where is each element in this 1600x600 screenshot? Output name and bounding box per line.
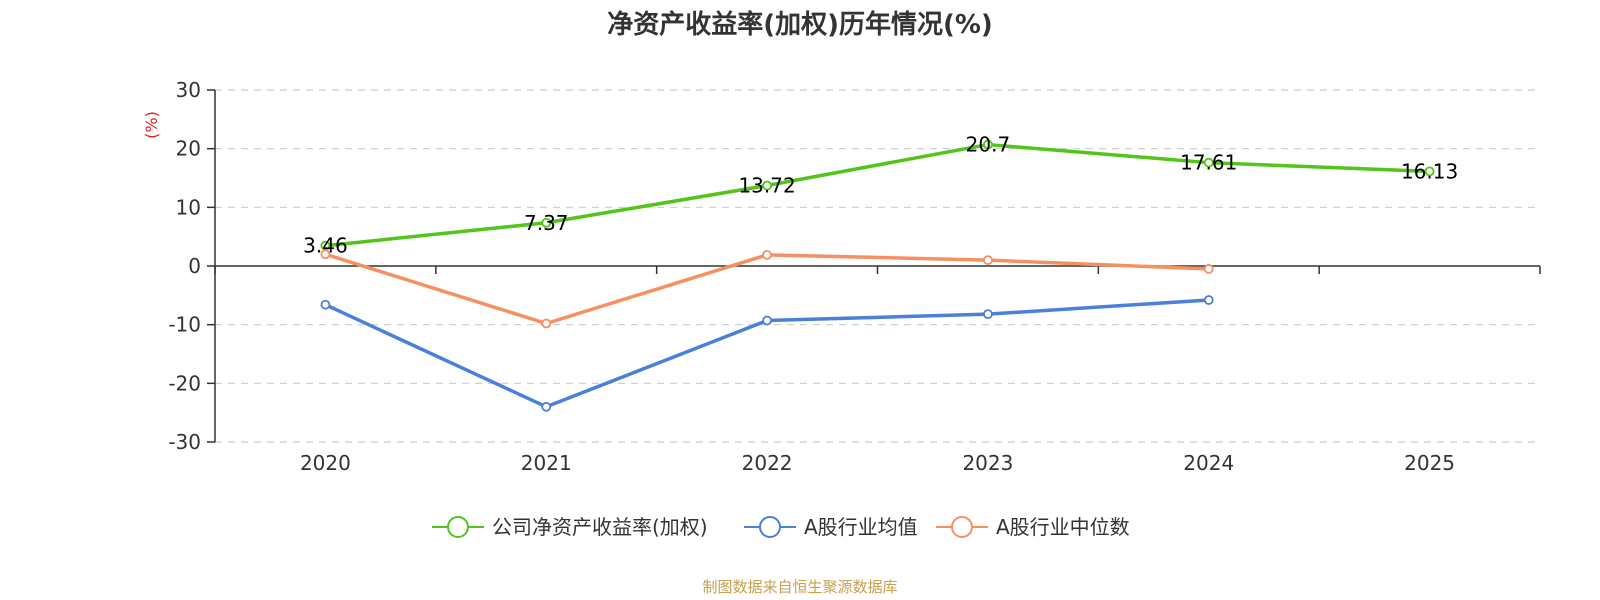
- series-line: [324, 252, 1209, 326]
- data-point: [541, 217, 552, 228]
- x-tick-label: 2021: [521, 451, 572, 475]
- y-tick-label: 20: [176, 137, 201, 161]
- data-point: [320, 299, 331, 310]
- y-tick-label: -10: [168, 313, 201, 337]
- y-axis-unit-label: (%): [142, 111, 161, 139]
- axes: 30 20 10 0 -10 -20 -30 2020 2021 2022 2023 2024 2025: [168, 78, 1541, 475]
- y-tick-label: 0: [188, 254, 201, 278]
- legend-label[interactable]: 公司净资产收益率(加权): [492, 515, 708, 539]
- data-point: [1203, 264, 1214, 274]
- data-point: [983, 139, 993, 150]
- x-tick-label: 2022: [742, 451, 793, 475]
- legend-label[interactable]: A股行业均值: [804, 515, 918, 539]
- data-label: 7.37: [524, 211, 569, 235]
- series-lines: [320, 139, 1435, 412]
- data-label: 20.7: [966, 133, 1011, 157]
- legend-marker: [447, 516, 469, 538]
- legend-marker: [759, 516, 781, 538]
- x-tick-label: 2024: [1183, 451, 1234, 475]
- chart-title: 净资产收益率(加权)历年情况(%): [607, 9, 993, 40]
- data-point: [762, 180, 772, 191]
- data-label: 13.72: [738, 174, 795, 198]
- x-tick-label: 2025: [1404, 451, 1455, 475]
- legend-label[interactable]: A股行业中位数: [996, 515, 1130, 539]
- series-line: [325, 142, 1430, 248]
- legend: 公司净资产收益率(加权) A股行业均值 A股行业中位数: [432, 515, 1130, 539]
- y-tick-label: 10: [176, 195, 201, 219]
- data-point: [1424, 166, 1435, 177]
- data-label: 16.13: [1401, 159, 1458, 183]
- y-tick-label: -30: [168, 430, 201, 454]
- data-point: [983, 255, 993, 266]
- data-point: [762, 249, 772, 260]
- data-point: [320, 249, 331, 260]
- data-point: [762, 315, 772, 326]
- data-label: 17.61: [1180, 151, 1237, 175]
- x-tick-label: 2020: [300, 451, 351, 475]
- data-label: 3.46: [303, 234, 348, 258]
- data-point: [983, 309, 993, 320]
- x-tick-label: 2023: [962, 451, 1013, 475]
- legend-marker: [951, 516, 973, 538]
- data-point: [1203, 295, 1214, 305]
- source-note: 制图数据来自恒生聚源数据库: [702, 578, 897, 596]
- data-point: [541, 401, 552, 412]
- data-point: [541, 318, 552, 329]
- y-tick-label: 30: [176, 78, 201, 102]
- y-tick-label: -20: [168, 371, 201, 395]
- data-point: [1203, 157, 1214, 168]
- data-labels: 3.46 7.37 13.72 20.7 17.61 16.13: [303, 133, 1458, 258]
